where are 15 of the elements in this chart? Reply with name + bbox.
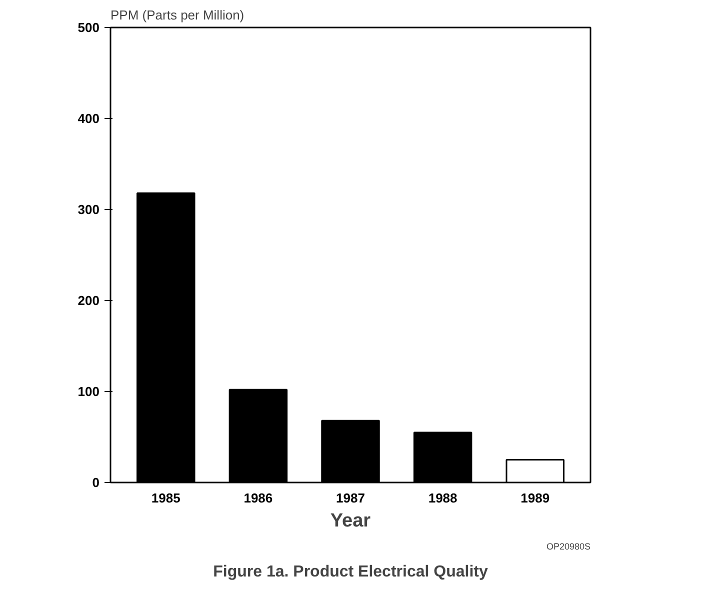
y-tick-label: 500 (78, 20, 100, 35)
y-tick-label: 400 (78, 111, 100, 126)
y-tick-label: 100 (78, 384, 100, 399)
x-tick-label: 1986 (244, 490, 273, 506)
x-axis-title: Year (330, 510, 372, 532)
y-tick-label: 300 (78, 202, 100, 217)
x-tick-label: 1985 (151, 490, 180, 506)
y-tick-label: 0 (92, 475, 100, 490)
x-tick-label: 1987 (336, 490, 365, 506)
text: OP20980S (546, 542, 591, 552)
text: Figure 1a. Product Electrical Quality (213, 564, 488, 580)
x-tick-label: 1989 (520, 490, 550, 506)
x-tick-label: 1988 (428, 490, 458, 506)
y-tick-label: 200 (78, 293, 100, 308)
y-axis-title: PPM (Parts per Million) (110, 8, 244, 22)
